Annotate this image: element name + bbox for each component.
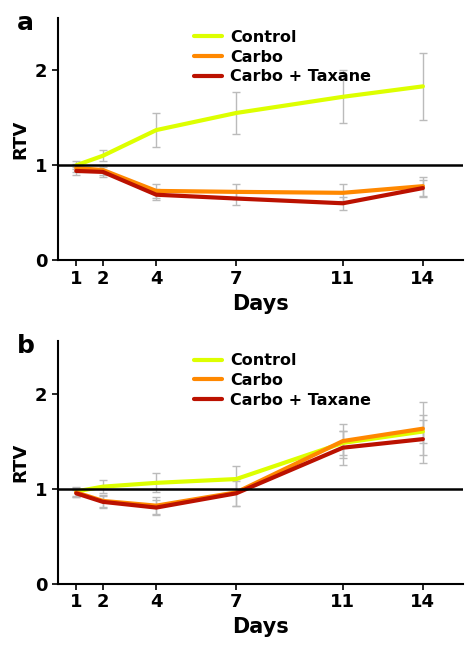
Carbo (154, 502, 159, 509)
Y-axis label: RTV: RTV (11, 443, 29, 482)
Carbo + Taxane (420, 184, 426, 192)
Carbo + Taxane (340, 444, 346, 452)
Carbo + Taxane (100, 498, 106, 505)
Carbo (340, 189, 346, 197)
Line: Control: Control (76, 86, 423, 165)
Carbo + Taxane (154, 191, 159, 198)
Text: a: a (17, 10, 34, 34)
Carbo (420, 425, 426, 433)
Control (100, 483, 106, 491)
Carbo (233, 489, 239, 496)
Legend: Control, Carbo, Carbo + Taxane: Control, Carbo, Carbo + Taxane (187, 23, 378, 91)
Control (100, 152, 106, 159)
Line: Carbo + Taxane: Carbo + Taxane (76, 439, 423, 507)
Control (420, 82, 426, 90)
Carbo (73, 489, 79, 496)
Carbo (100, 166, 106, 174)
Carbo (340, 437, 346, 445)
Control (420, 428, 426, 435)
Control (73, 487, 79, 495)
Control (154, 479, 159, 487)
Carbo (100, 497, 106, 505)
Carbo (154, 187, 159, 195)
Carbo (73, 164, 79, 172)
Control (73, 161, 79, 169)
Control (233, 475, 239, 483)
Carbo + Taxane (73, 167, 79, 175)
Legend: Control, Carbo, Carbo + Taxane: Control, Carbo, Carbo + Taxane (187, 347, 378, 414)
Line: Carbo: Carbo (76, 168, 423, 193)
Control (340, 93, 346, 100)
Control (233, 109, 239, 117)
Line: Control: Control (76, 432, 423, 491)
Carbo + Taxane (233, 489, 239, 497)
Carbo + Taxane (73, 489, 79, 497)
Carbo (233, 188, 239, 196)
Carbo + Taxane (233, 194, 239, 202)
X-axis label: Days: Days (232, 617, 289, 637)
Control (154, 126, 159, 134)
X-axis label: Days: Days (232, 294, 289, 314)
Carbo (420, 182, 426, 190)
Control (340, 439, 346, 447)
Line: Carbo: Carbo (76, 429, 423, 505)
Carbo + Taxane (420, 435, 426, 443)
Text: b: b (17, 334, 35, 358)
Carbo + Taxane (340, 200, 346, 207)
Y-axis label: RTV: RTV (11, 119, 29, 159)
Carbo + Taxane (100, 168, 106, 176)
Line: Carbo + Taxane: Carbo + Taxane (76, 171, 423, 203)
Carbo + Taxane (154, 503, 159, 511)
